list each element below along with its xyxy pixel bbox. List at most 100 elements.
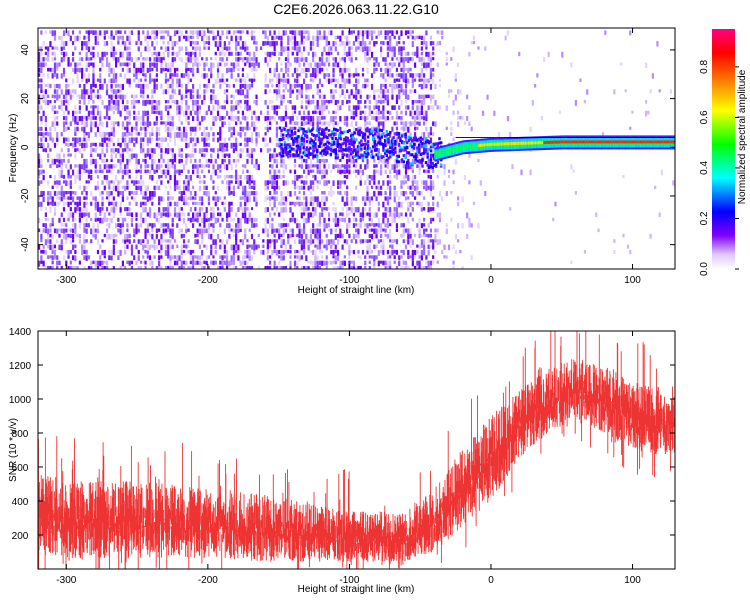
heatmap-cell [78,223,81,229]
signal-cell [387,156,390,160]
heatmap-cell [62,41,66,47]
heatmap-cell [438,217,442,223]
heatmap-cell [434,249,437,254]
heatmap-cell [309,169,312,173]
heatmap-cell [370,110,374,114]
heatmap-cell [176,126,179,131]
heatmap-cell [139,266,143,269]
heatmap-cell [373,228,376,234]
heatmap-cell [167,126,170,132]
heatmap-cell [241,57,245,63]
heatmap-cell [169,148,172,152]
heatmap-cell [214,57,217,61]
heatmap-cell [56,266,59,269]
heatmap-cell [221,148,224,153]
heatmap-cell [69,233,72,239]
heatmap-cell [237,132,240,136]
heatmap-cell [53,249,57,256]
signal-cell [392,140,395,144]
heatmap-cell [309,185,312,190]
heatmap-cell [205,110,208,116]
heatmap-cell [182,266,186,269]
heatmap-cell [119,223,122,228]
heatmap-cell [314,51,317,57]
heatmap-cell [368,212,371,218]
heatmap-cell [85,30,88,34]
heatmap-cell [142,217,145,224]
heatmap-cell [359,255,362,260]
signal-cell [293,136,297,140]
heatmap-cell [130,196,134,200]
heatmap-cell [244,78,247,84]
heatmap-cell [58,158,61,164]
heatmap-cell [112,94,115,99]
heatmap-cell [330,94,333,99]
heatmap-cell [65,196,68,200]
heatmap-cell [112,142,115,147]
heatmap-cell [309,121,312,126]
heatmap-cell [312,266,315,269]
heatmap-cell [409,233,412,239]
heatmap-cell [62,137,66,144]
heatmap-cell [185,244,188,249]
heatmap-cell [83,121,86,127]
heatmap-cell [300,57,303,62]
heatmap-cell [187,217,190,221]
heatmap-cell [90,110,93,115]
heatmap-cell [346,185,349,190]
heatmap-cell [373,223,376,228]
heatmap-cell [282,196,285,201]
heatmap-cell [248,217,251,222]
heatmap-cell [389,266,392,269]
heatmap-cell [382,201,385,208]
heatmap-cell [135,116,138,121]
heatmap-cell [368,41,371,45]
heatmap-cell [466,94,469,100]
heatmap-cell [266,142,269,147]
heatmap-cell [223,62,226,67]
heatmap-cell [47,132,50,137]
heatmap-cell [214,249,217,255]
heatmap-cell [194,233,197,238]
signal-cell [351,143,355,147]
heatmap-cell [92,142,95,146]
heatmap-cell [411,41,414,48]
heatmap-cell [112,35,115,40]
heatmap-cell [81,89,84,95]
signal-cell [394,139,397,143]
heatmap-cell [78,137,81,143]
heatmap-cell [119,51,122,58]
heatmap-cell [187,121,190,126]
heatmap-cell [40,239,43,243]
heatmap-cell [81,46,84,51]
heatmap-cell [343,239,346,244]
heatmap-cell [316,201,319,207]
heatmap-cell [307,110,310,116]
heatmap-cell [398,41,401,45]
heatmap-cell [284,30,288,36]
heatmap-cell [312,174,315,178]
heatmap-cell [42,223,45,228]
heatmap-cell [302,212,306,216]
heatmap-cell [330,99,333,104]
heatmap-cell [65,239,68,244]
heatmap-cell [291,126,294,131]
heatmap-cell [151,30,154,35]
heatmap-cell [85,196,88,200]
heatmap-cell [382,126,385,131]
heatmap-cell [76,126,79,132]
heatmap-cell [386,46,389,51]
heatmap-cell [425,78,428,83]
heatmap-cell [384,30,387,36]
heatmap-cell [336,35,340,39]
heatmap-cell [182,212,186,217]
heatmap-cell [357,223,360,227]
heatmap-cell [302,30,306,35]
heatmap-cell [196,255,199,260]
heatmap-cell [158,30,161,35]
heatmap-cell [135,83,138,88]
heatmap-cell [332,67,335,73]
heatmap-cell [194,142,197,147]
heatmap-cell [402,266,405,269]
heatmap-cell [42,89,45,94]
